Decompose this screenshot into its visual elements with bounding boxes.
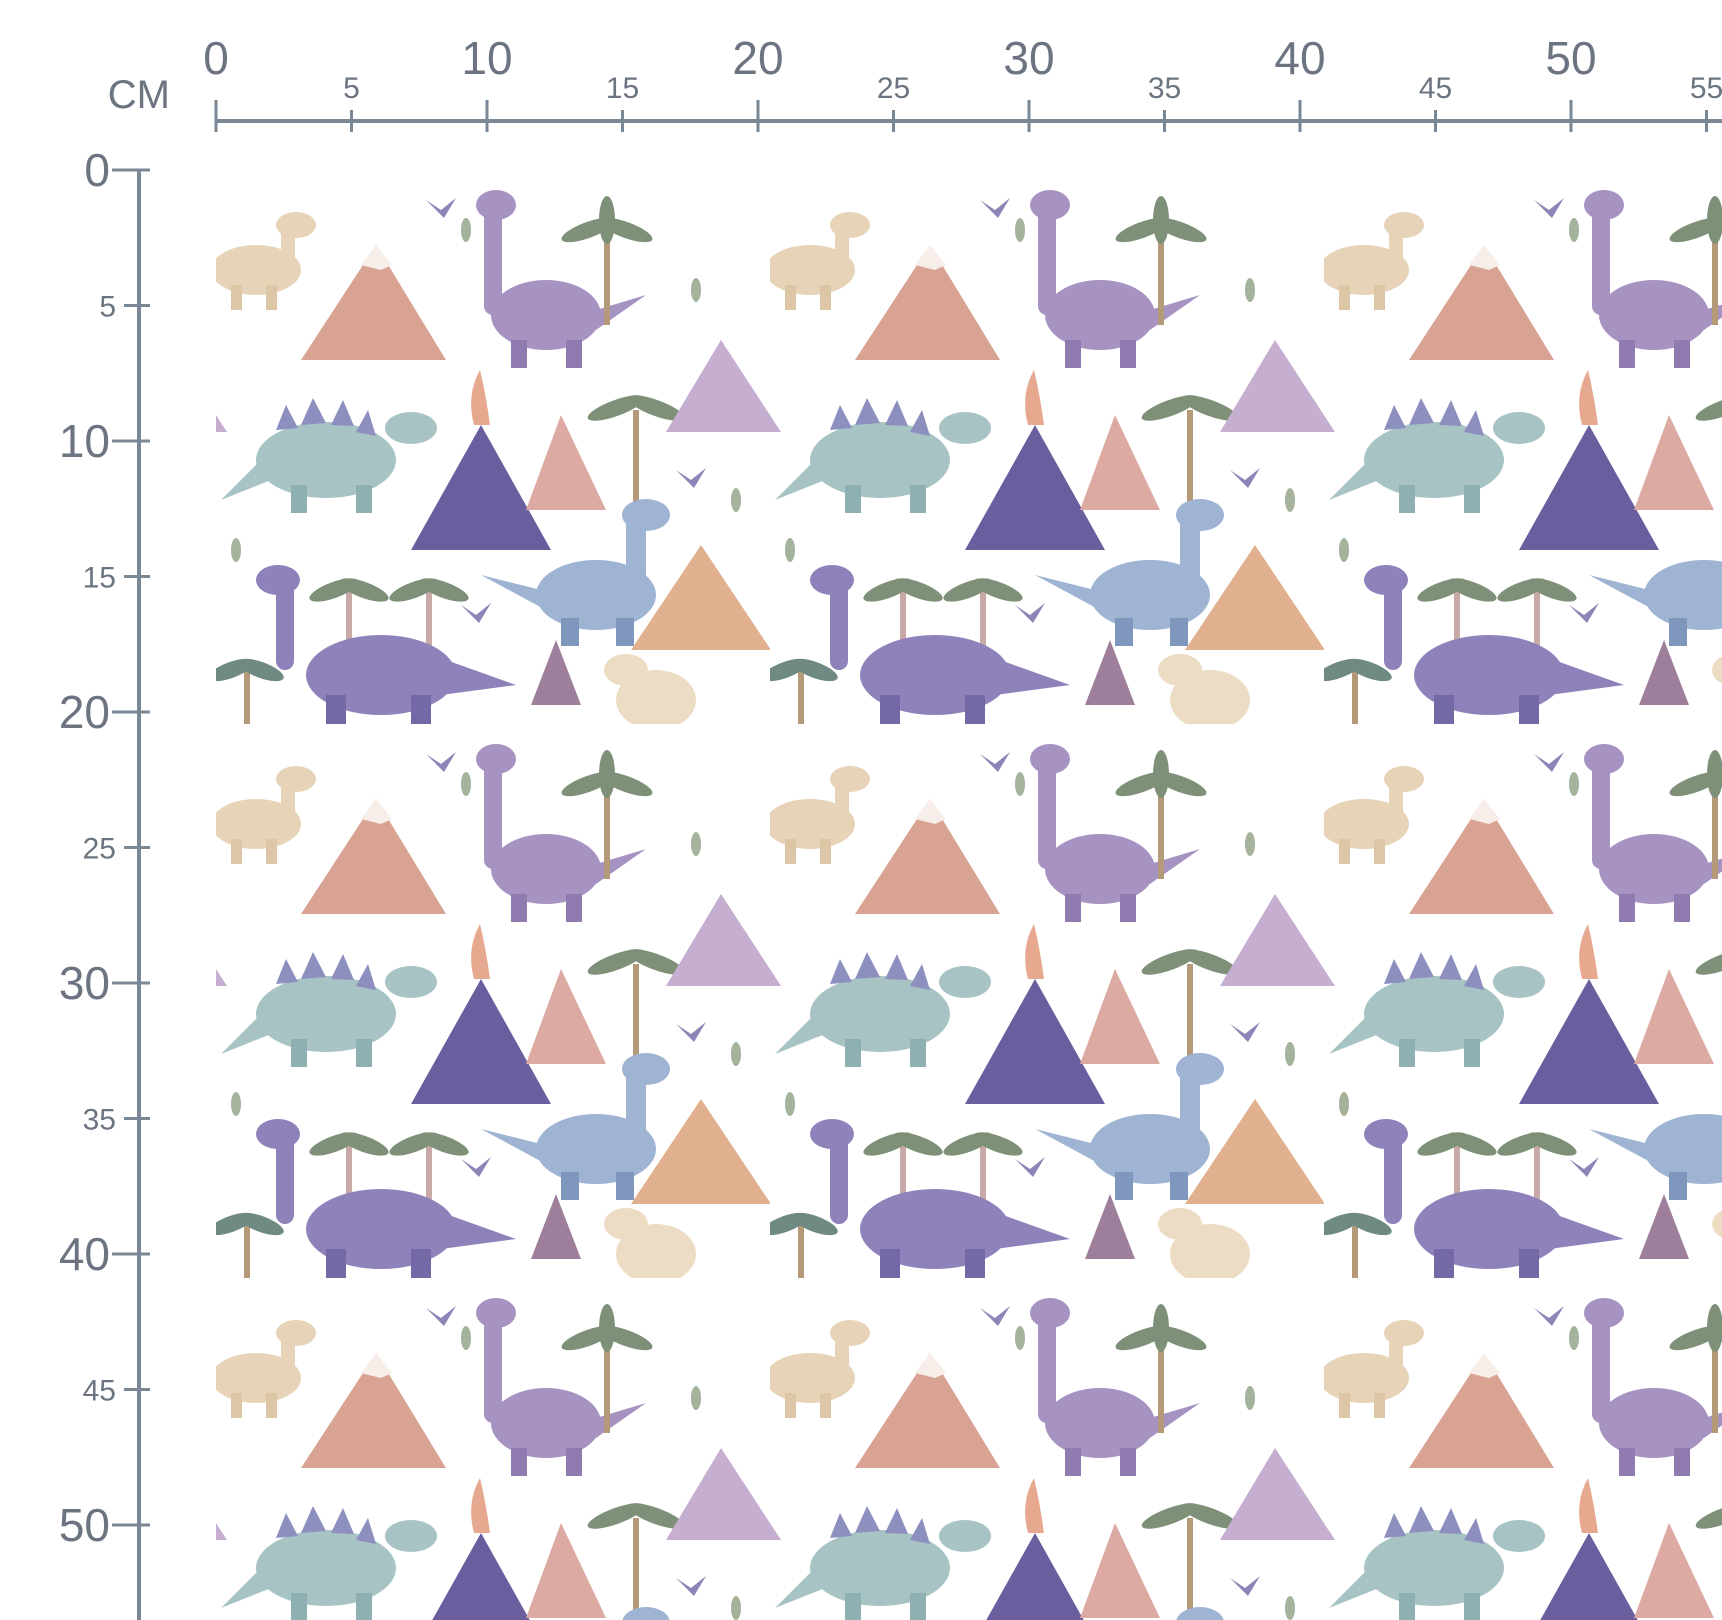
x-tick-label: 55 bbox=[1690, 72, 1722, 105]
x-tick-label: 30 bbox=[1003, 32, 1054, 84]
fabric-pattern bbox=[216, 170, 1722, 1620]
x-tick-label: 15 bbox=[606, 72, 639, 105]
x-tick-label: 50 bbox=[1545, 32, 1596, 84]
y-tick-label: 15 bbox=[83, 562, 116, 595]
y-tick-label: 25 bbox=[83, 833, 116, 866]
y-tick-label: 35 bbox=[83, 1104, 116, 1137]
x-tick-label: 0 bbox=[203, 32, 229, 84]
x-tick-label: 35 bbox=[1148, 72, 1181, 105]
x-tick-label: 5 bbox=[343, 72, 360, 105]
y-tick-label: 10 bbox=[59, 415, 110, 467]
y-tick-label: 50 bbox=[59, 1499, 110, 1551]
y-tick-label: 40 bbox=[59, 1228, 110, 1280]
x-tick-label: 40 bbox=[1274, 32, 1325, 84]
y-tick-label: 30 bbox=[59, 957, 110, 1009]
x-tick-label: 25 bbox=[877, 72, 910, 105]
y-tick-label: 20 bbox=[59, 686, 110, 738]
y-tick-label: 0 bbox=[84, 144, 110, 196]
ruler-ticks: 0 5 10 15 20 25 30 35 40 45 50 55 0 5 10 15 20 25 30 35 40 45… bbox=[59, 32, 1722, 1551]
y-tick-label: 5 bbox=[99, 291, 116, 324]
x-tick-label: 45 bbox=[1419, 72, 1452, 105]
unit-label: CM bbox=[108, 73, 170, 117]
x-tick-label: 20 bbox=[732, 32, 783, 84]
x-tick-label: 10 bbox=[461, 32, 512, 84]
y-tick-label: 45 bbox=[83, 1375, 116, 1408]
